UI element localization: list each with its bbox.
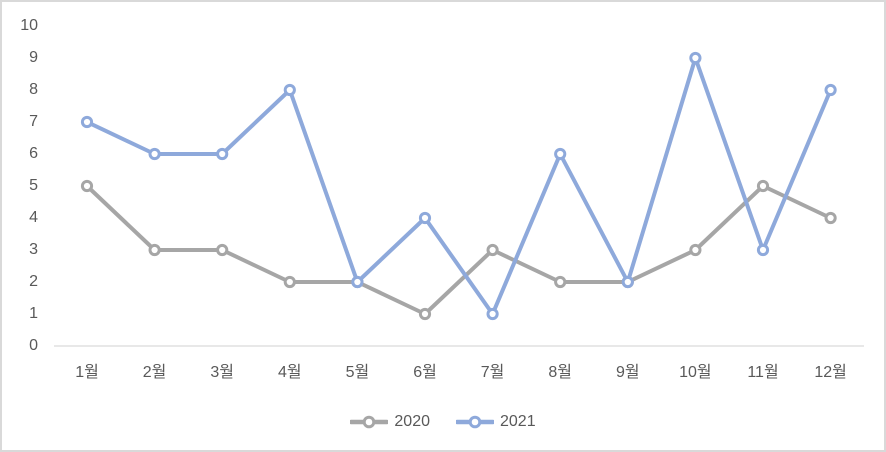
data-point-2021-3월 bbox=[216, 147, 229, 161]
data-point-2021-5월 bbox=[351, 275, 364, 289]
x-axis-label: 3월 bbox=[210, 364, 234, 381]
y-axis-tick-label: 4 bbox=[29, 209, 38, 226]
y-axis-tick-label: 2 bbox=[29, 273, 38, 290]
data-point-2020-11월 bbox=[756, 179, 770, 193]
data-point-2020-3월 bbox=[216, 243, 229, 257]
y-axis-tick-label: 9 bbox=[29, 49, 38, 66]
data-point-2020-4월 bbox=[283, 275, 296, 289]
data-point-2021-8월 bbox=[554, 147, 567, 161]
x-axis-label: 10월 bbox=[679, 364, 712, 381]
legend-item-2021: 2021 bbox=[456, 412, 536, 432]
x-axis-label: 6월 bbox=[413, 364, 437, 381]
series-line-2021 bbox=[85, 56, 833, 316]
data-point-2021-6월 bbox=[418, 211, 432, 225]
series-line-2020 bbox=[85, 184, 833, 316]
y-axis-tick-label: 0 bbox=[29, 337, 38, 354]
data-point-2020-8월 bbox=[554, 275, 567, 289]
y-axis-tick-label: 5 bbox=[29, 177, 38, 194]
y-axis-tick-label: 1 bbox=[29, 305, 38, 322]
data-point-2021-2월 bbox=[148, 147, 161, 161]
chart-legend: 2020 2021 bbox=[2, 412, 884, 432]
x-axis-label: 12월 bbox=[814, 364, 847, 381]
x-axis-label: 2월 bbox=[142, 364, 167, 381]
y-axis-tick-label: 6 bbox=[29, 145, 38, 162]
data-point-2021-7월 bbox=[486, 307, 499, 321]
legend-line-marker-icon bbox=[350, 415, 389, 429]
x-axis-label: 7월 bbox=[480, 364, 505, 381]
data-point-2020-2월 bbox=[148, 243, 161, 257]
x-axis-label: 4월 bbox=[277, 364, 302, 381]
y-axis-tick-label: 3 bbox=[29, 241, 38, 258]
data-point-2021-12월 bbox=[824, 83, 837, 97]
data-point-2021-4월 bbox=[283, 83, 296, 97]
data-point-2020-10월 bbox=[689, 243, 702, 257]
data-point-2021-9월 bbox=[621, 275, 634, 289]
x-axis-label: 9월 bbox=[615, 364, 640, 381]
data-point-2020-12월 bbox=[824, 211, 837, 225]
data-point-2021-1월 bbox=[80, 115, 94, 129]
x-axis-label: 8월 bbox=[548, 364, 572, 381]
y-axis-tick-label: 10 bbox=[20, 17, 38, 34]
data-point-2021-10월 bbox=[689, 51, 702, 65]
legend-item-2020: 2020 bbox=[350, 412, 430, 432]
data-point-2020-7월 bbox=[486, 243, 499, 257]
legend-line-marker-icon bbox=[456, 415, 494, 429]
y-axis-tick-label: 7 bbox=[29, 113, 38, 130]
y-axis-tick-label: 8 bbox=[29, 81, 38, 98]
data-point-2020-6월 bbox=[418, 307, 432, 321]
x-axis-label: 11월 bbox=[747, 364, 779, 381]
legend-label: 2020 bbox=[394, 413, 430, 430]
data-point-2021-11월 bbox=[756, 243, 770, 257]
data-point-2020-1월 bbox=[80, 179, 94, 193]
legend-label: 2021 bbox=[500, 413, 536, 430]
x-axis-label: 5월 bbox=[345, 364, 370, 381]
x-axis-label: 1월 bbox=[75, 364, 99, 381]
